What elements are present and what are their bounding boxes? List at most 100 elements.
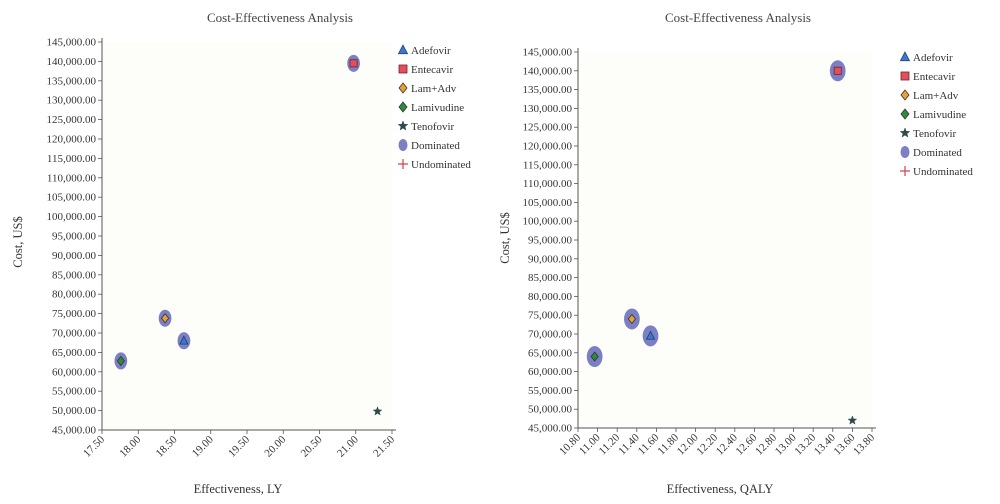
y-tick-label: 65,000.00 <box>52 347 97 359</box>
point-marker-adefovir <box>179 335 189 345</box>
y-tick-label: 45,000.00 <box>528 423 573 435</box>
y-tick-label: 50,000.00 <box>528 404 573 416</box>
y-tick-label: 140,000.00 <box>47 56 97 68</box>
point-lam-adv <box>624 308 640 330</box>
legend-marker-undominated <box>900 166 910 176</box>
legend-marker-lamivudine <box>398 101 408 113</box>
x-tick-label: 11.60 <box>636 431 662 457</box>
point-lamivudine <box>586 346 603 368</box>
y-tick-label: 130,000.00 <box>523 103 573 115</box>
point-marker-lam-adv <box>160 313 170 324</box>
x-tick-label: 11.80 <box>655 431 681 457</box>
y-tick-label: 105,000.00 <box>47 192 97 204</box>
chart-title: Cost-Effectiveness Analysis <box>207 10 353 25</box>
x-tick-label: 11.20 <box>597 431 623 457</box>
x-tick-label: 19.00 <box>190 433 216 459</box>
point-tenofovir <box>847 415 858 425</box>
legend-marker-undominated <box>398 159 408 169</box>
x-tick-label: 12.00 <box>675 431 701 457</box>
legend-marker-dominated <box>900 146 910 158</box>
y-tick-label: 120,000.00 <box>47 134 97 146</box>
y-tick-label: 110,000.00 <box>47 172 97 184</box>
plot-area <box>102 42 392 430</box>
y-tick-label: 145,000.00 <box>523 47 573 59</box>
y-tick-label: 100,000.00 <box>47 211 97 223</box>
y-tick-label: 65,000.00 <box>528 347 573 359</box>
y-axis-label: Cost, US$ <box>11 216 25 267</box>
point-lam-adv <box>158 309 172 327</box>
legend-label-undominated: Undominated <box>913 166 973 178</box>
y-tick-label: 125,000.00 <box>523 122 573 134</box>
y-tick-label: 100,000.00 <box>523 216 573 228</box>
point-marker-lam-adv <box>627 313 637 325</box>
y-tick-label: 70,000.00 <box>52 328 97 340</box>
legend-marker-tenofovir <box>397 120 409 131</box>
point-adefovir <box>642 325 659 347</box>
x-tick-label: 18.00 <box>117 433 143 459</box>
point-marker-entecavir <box>833 66 842 75</box>
point-marker-adefovir <box>645 330 656 340</box>
x-tick-label: 17.50 <box>81 433 107 459</box>
x-axis-label: Effectiveness, LY <box>194 482 283 496</box>
x-tick-label: 18.50 <box>154 433 180 459</box>
cost-effectiveness-chart-qaly: Cost-Effectiveness Analysis Effectivenes… <box>500 0 1000 504</box>
legend-label-lam-adv: Lam+Adv <box>411 83 457 95</box>
x-tick-label: 13.80 <box>851 431 877 457</box>
legend-label-lamivudine: Lamivudine <box>411 102 464 114</box>
legend-marker-entecavir <box>900 71 910 81</box>
legend-label-entecavir: Entecavir <box>913 71 955 83</box>
point-adefovir <box>177 332 191 350</box>
legend-marker-lam-adv <box>398 82 408 94</box>
x-tick-label: 13.40 <box>812 431 838 457</box>
y-tick-label: 75,000.00 <box>528 310 573 322</box>
legend-label-tenofovir: Tenofovir <box>411 121 455 133</box>
legend-label-dominated: Dominated <box>411 140 460 152</box>
chart-ly-svg: Cost-Effectiveness Analysis Effectivenes… <box>11 10 471 496</box>
point-entecavir <box>347 54 360 72</box>
point-entecavir <box>829 60 846 82</box>
x-tick-label: 13.60 <box>832 431 858 457</box>
y-tick-label: 80,000.00 <box>528 291 573 303</box>
y-tick-label: 115,000.00 <box>47 153 97 165</box>
point-marker-tenofovir <box>372 406 383 416</box>
y-tick-label: 145,000.00 <box>47 37 97 49</box>
y-axis-label: Cost, US$ <box>500 212 512 263</box>
x-tick-label: 10.80 <box>557 431 583 457</box>
y-tick-label: 60,000.00 <box>528 366 573 378</box>
x-tick-label: 12.40 <box>714 431 740 457</box>
legend-label-lam-adv: Lam+Adv <box>913 90 959 102</box>
cost-effectiveness-chart-ly: Cost-Effectiveness Analysis Effectivenes… <box>11 10 471 496</box>
x-tick-label: 11.00 <box>577 431 603 457</box>
y-tick-label: 55,000.00 <box>528 385 573 397</box>
legend-label-entecavir: Entecavir <box>411 64 453 76</box>
y-tick-label: 105,000.00 <box>523 197 573 209</box>
y-tick-label: 90,000.00 <box>52 250 97 262</box>
y-tick-label: 85,000.00 <box>52 269 97 281</box>
plot-area <box>578 52 872 428</box>
y-tick-label: 55,000.00 <box>52 386 97 398</box>
x-tick-label: 13.20 <box>792 431 818 457</box>
x-tick-label: 20.00 <box>262 433 288 459</box>
y-tick-label: 50,000.00 <box>52 405 97 417</box>
point-lamivudine <box>114 352 128 370</box>
x-axis-label: Effectiveness, QALY <box>667 482 774 496</box>
x-tick-label: 12.80 <box>753 431 779 457</box>
y-tick-label: 60,000.00 <box>52 366 97 378</box>
legend-label-adefovir: Adefovir <box>913 52 953 64</box>
legend-marker-adefovir <box>899 51 911 62</box>
y-tick-label: 45,000.00 <box>52 425 97 437</box>
legend-marker-tenofovir <box>899 127 911 138</box>
legend: Adefovir Entecavir Lam+Adv Lamivudine Tenofo… <box>397 44 471 171</box>
legend-label-undominated: Undominated <box>411 159 471 171</box>
y-tick-label: 110,000.00 <box>523 178 573 190</box>
point-marker-lamivudine <box>590 351 599 362</box>
y-tick-label: 130,000.00 <box>47 95 97 107</box>
x-tick-label: 13.00 <box>773 431 799 457</box>
y-tick-label: 80,000.00 <box>52 289 97 301</box>
legend-label-tenofovir: Tenofovir <box>913 128 957 140</box>
legend-label-lamivudine: Lamivudine <box>913 109 966 121</box>
point-marker-tenofovir <box>847 415 858 425</box>
point-tenofovir <box>372 406 383 416</box>
y-tick-label: 120,000.00 <box>523 141 573 153</box>
x-tick-label: 12.20 <box>694 431 720 457</box>
